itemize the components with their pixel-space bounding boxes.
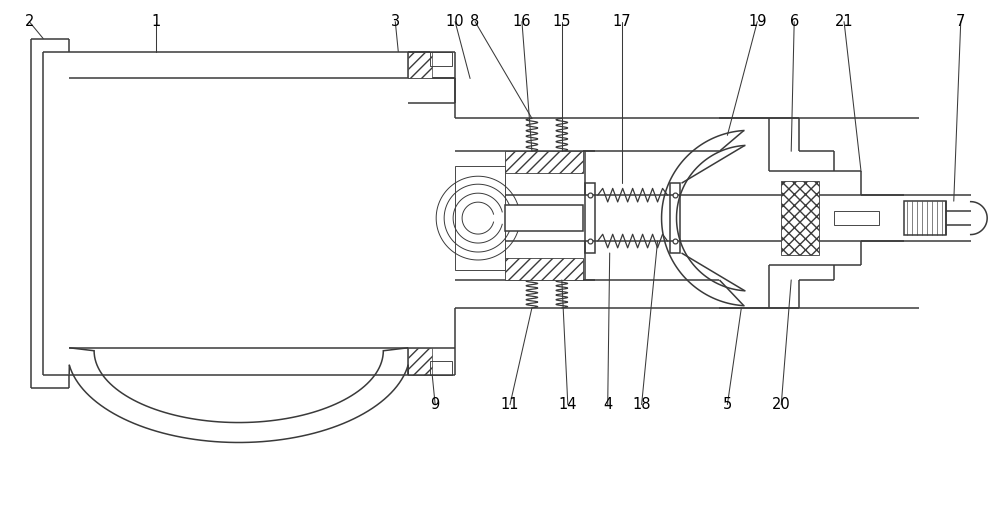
Text: 4: 4 — [603, 397, 612, 412]
Bar — [505, 258, 583, 280]
Text: 21: 21 — [835, 14, 853, 29]
Text: 9: 9 — [431, 397, 440, 412]
Bar — [585, 183, 595, 253]
Text: 2: 2 — [25, 14, 34, 29]
Text: 5: 5 — [723, 397, 732, 412]
Bar — [430, 361, 452, 374]
Text: 18: 18 — [632, 397, 651, 412]
Text: 15: 15 — [553, 14, 571, 29]
Text: 10: 10 — [446, 14, 464, 29]
Text: 7: 7 — [956, 14, 965, 29]
Text: 8: 8 — [470, 14, 480, 29]
Bar — [430, 51, 452, 66]
Bar — [505, 205, 583, 231]
Text: 20: 20 — [772, 397, 791, 412]
Bar — [834, 211, 879, 225]
Text: 3: 3 — [391, 14, 400, 29]
Bar — [408, 51, 432, 78]
Bar — [505, 151, 583, 173]
Bar — [670, 183, 680, 253]
Text: 17: 17 — [612, 14, 631, 29]
Text: 16: 16 — [513, 14, 531, 29]
Text: 19: 19 — [748, 14, 767, 29]
Text: 11: 11 — [501, 397, 519, 412]
Bar — [408, 348, 432, 374]
Text: 14: 14 — [559, 397, 577, 412]
Bar — [904, 201, 946, 235]
Text: 1: 1 — [151, 14, 161, 29]
Text: 6: 6 — [790, 14, 799, 29]
Bar — [455, 166, 505, 270]
Bar — [781, 181, 819, 255]
